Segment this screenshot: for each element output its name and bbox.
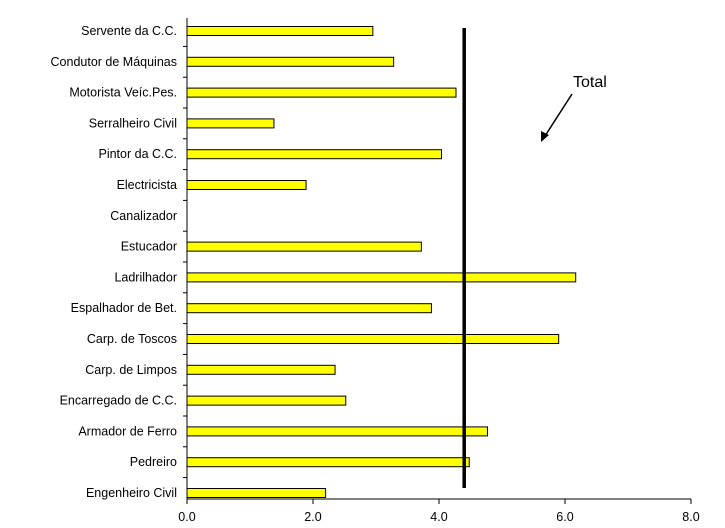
annotation-total-label: Total (573, 74, 607, 91)
annotation-arrow-shaft (544, 93, 573, 137)
category-label: Condutor de Máquinas (51, 55, 177, 69)
bar (186, 118, 275, 129)
axes (183, 18, 691, 500)
bar (186, 26, 374, 36)
bar (186, 149, 443, 160)
x-tick-label: 0.0 (178, 510, 195, 524)
tick-labels: 0.0 2.0 4.0 6.0 8.0 (178, 499, 700, 524)
category-label: Encarregado de C.C. (60, 394, 177, 408)
bar (186, 87, 457, 98)
category-label: Engenheiro Civil (86, 486, 177, 500)
x-tick-label: 2.0 (304, 510, 321, 524)
bar (186, 303, 432, 314)
category-label: Servente da C.C. (81, 24, 177, 38)
category-labels: Servente da C.C. Condutor de Máquinas Moto… (51, 24, 178, 500)
x-tick-label: 6.0 (556, 510, 573, 524)
category-label: Espalhador de Bet. (71, 301, 177, 315)
category-label: Armador de Ferro (78, 424, 177, 438)
x-tick-label: 8.0 (682, 510, 699, 524)
category-label: Carp. de Limpos (85, 363, 177, 377)
bar (186, 334, 560, 344)
bars (186, 26, 577, 498)
bar (186, 56, 395, 67)
bar (186, 272, 577, 283)
annotation-arrow-head (541, 131, 549, 142)
bar (186, 426, 489, 437)
x-tick-label: 4.0 (430, 510, 447, 524)
bar (186, 364, 336, 375)
category-label: Motorista Veíc.Pes. (69, 86, 177, 100)
category-label: Serralheiro Civil (89, 116, 177, 130)
bar (186, 395, 347, 406)
category-label: Electricista (117, 178, 177, 192)
category-label: Ladrilhador (114, 270, 177, 284)
category-label: Canalizador (110, 209, 177, 223)
category-label: Pintor da C.C. (98, 147, 177, 161)
bar (186, 488, 327, 498)
annotation-group: Total (541, 74, 607, 142)
category-label: Carp. de Toscos (87, 332, 177, 346)
category-label: Estucador (121, 240, 177, 254)
category-label: Pedreiro (130, 455, 177, 469)
bar (186, 180, 307, 190)
bar (186, 457, 470, 468)
bar (186, 241, 422, 252)
